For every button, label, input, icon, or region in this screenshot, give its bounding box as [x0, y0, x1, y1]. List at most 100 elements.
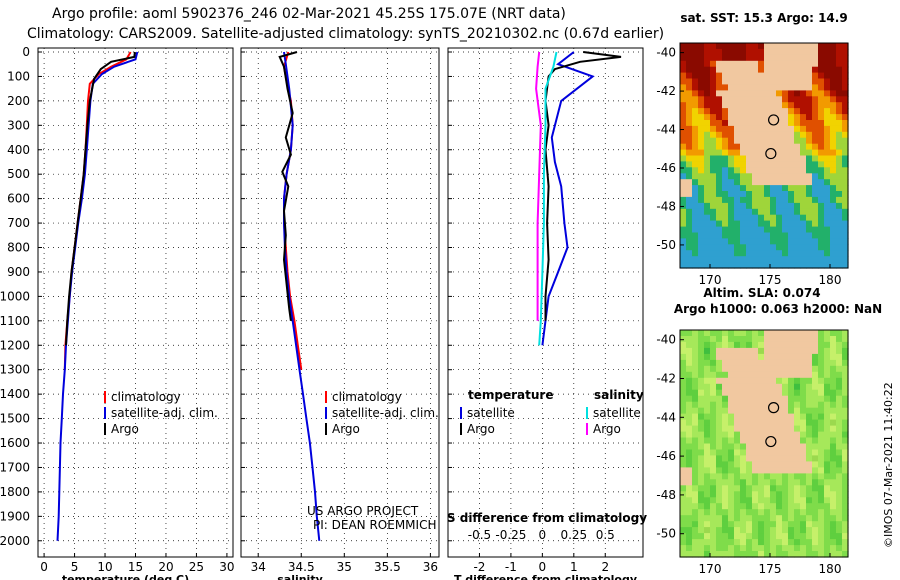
map-cell: [782, 455, 789, 462]
map-cell: [680, 102, 687, 109]
map-cell: [764, 262, 771, 269]
map-cell: [800, 179, 807, 186]
map-cell: [812, 491, 819, 498]
map-cell: [680, 371, 687, 379]
map-cell: [746, 509, 753, 516]
map-cell: [698, 449, 705, 457]
map-cell: [704, 137, 711, 145]
map-cell: [710, 173, 717, 180]
map-cell: [782, 60, 789, 68]
map-cell: [698, 72, 705, 80]
map-cell: [722, 125, 729, 133]
map-cell: [764, 226, 771, 234]
map-cell: [734, 54, 741, 62]
map-cell: [800, 120, 807, 127]
map-cell: [722, 173, 729, 180]
map-cell: [728, 395, 735, 403]
map-cell: [818, 425, 825, 433]
map-cell: [806, 515, 813, 522]
map-cell: [680, 131, 687, 139]
map-cell: [806, 485, 813, 492]
map-cell: [770, 527, 777, 534]
map-cell: [818, 515, 825, 522]
map-cell: [824, 485, 831, 492]
map-cell: [686, 196, 693, 204]
map-cell: [830, 353, 837, 361]
map-cell: [782, 43, 789, 50]
map-cell: [788, 353, 795, 361]
map-cell: [740, 341, 747, 349]
map-cell: [740, 208, 747, 216]
map-cell: [794, 551, 801, 558]
map-cell: [770, 54, 777, 62]
map-cell: [716, 226, 723, 234]
map-cell: [752, 114, 759, 121]
map-cell: [746, 250, 753, 257]
map-cell: [842, 84, 849, 91]
map-cell: [704, 114, 711, 121]
map-cell: [716, 515, 723, 522]
map-cell: [782, 143, 789, 151]
map-cell: [686, 431, 693, 439]
map-cell: [818, 143, 825, 151]
map-cell: [698, 43, 705, 50]
map-cell: [836, 214, 843, 222]
map-cell: [782, 509, 789, 516]
map-cell: [728, 401, 735, 409]
map-cell: [734, 407, 741, 415]
map-cell: [680, 96, 687, 103]
map-cell: [716, 48, 723, 56]
map-cell: [728, 226, 735, 234]
map-cell: [824, 72, 831, 80]
map-cell: [776, 330, 783, 337]
map-cell: [722, 179, 729, 186]
map-cell: [692, 455, 699, 462]
map-cell: [794, 347, 801, 355]
map-cell: [728, 437, 735, 445]
map-cell: [746, 244, 753, 251]
map-cell: [800, 43, 807, 50]
map-cell: [704, 521, 711, 528]
map-cell: [746, 72, 753, 80]
map-cell: [842, 43, 849, 50]
map-cell: [698, 419, 705, 427]
map-cell: [812, 238, 819, 245]
map-cell: [788, 232, 795, 239]
map-cell: [806, 185, 813, 192]
map-cell: [818, 173, 825, 180]
map-cell: [818, 48, 825, 56]
map-cell: [680, 449, 687, 457]
argo-position-marker: [765, 147, 777, 160]
map-cell: [752, 167, 759, 174]
map-cell: [782, 114, 789, 121]
map-cell: [698, 60, 705, 68]
map-cell: [710, 131, 717, 139]
map-cell: [794, 365, 801, 373]
map-cell: [746, 473, 753, 480]
map-cell: [692, 191, 699, 198]
map-cell: [782, 155, 789, 162]
map-cell: [776, 244, 783, 251]
map-cell: [770, 395, 777, 403]
map-cell: [806, 449, 813, 457]
map-cell: [680, 353, 687, 361]
map-cell: [830, 341, 837, 349]
map-cell: [800, 143, 807, 151]
map-cell: [758, 262, 765, 269]
map-cell: [812, 149, 819, 157]
map-cell: [842, 108, 849, 115]
map-cell: [776, 509, 783, 516]
map-cell: [764, 179, 771, 186]
map-cell: [722, 377, 729, 385]
map-cell: [842, 401, 849, 409]
map-cell: [686, 330, 693, 337]
secondary-tick-label: 0: [539, 528, 547, 542]
profile-panel-3: [447, 47, 644, 558]
map-cell: [770, 48, 777, 56]
map-cell: [800, 431, 807, 439]
map-cell: [776, 365, 783, 373]
map-cell: [806, 533, 813, 540]
map-cell: [746, 43, 753, 50]
map-cell: [716, 84, 723, 91]
map-cell: [764, 545, 771, 552]
